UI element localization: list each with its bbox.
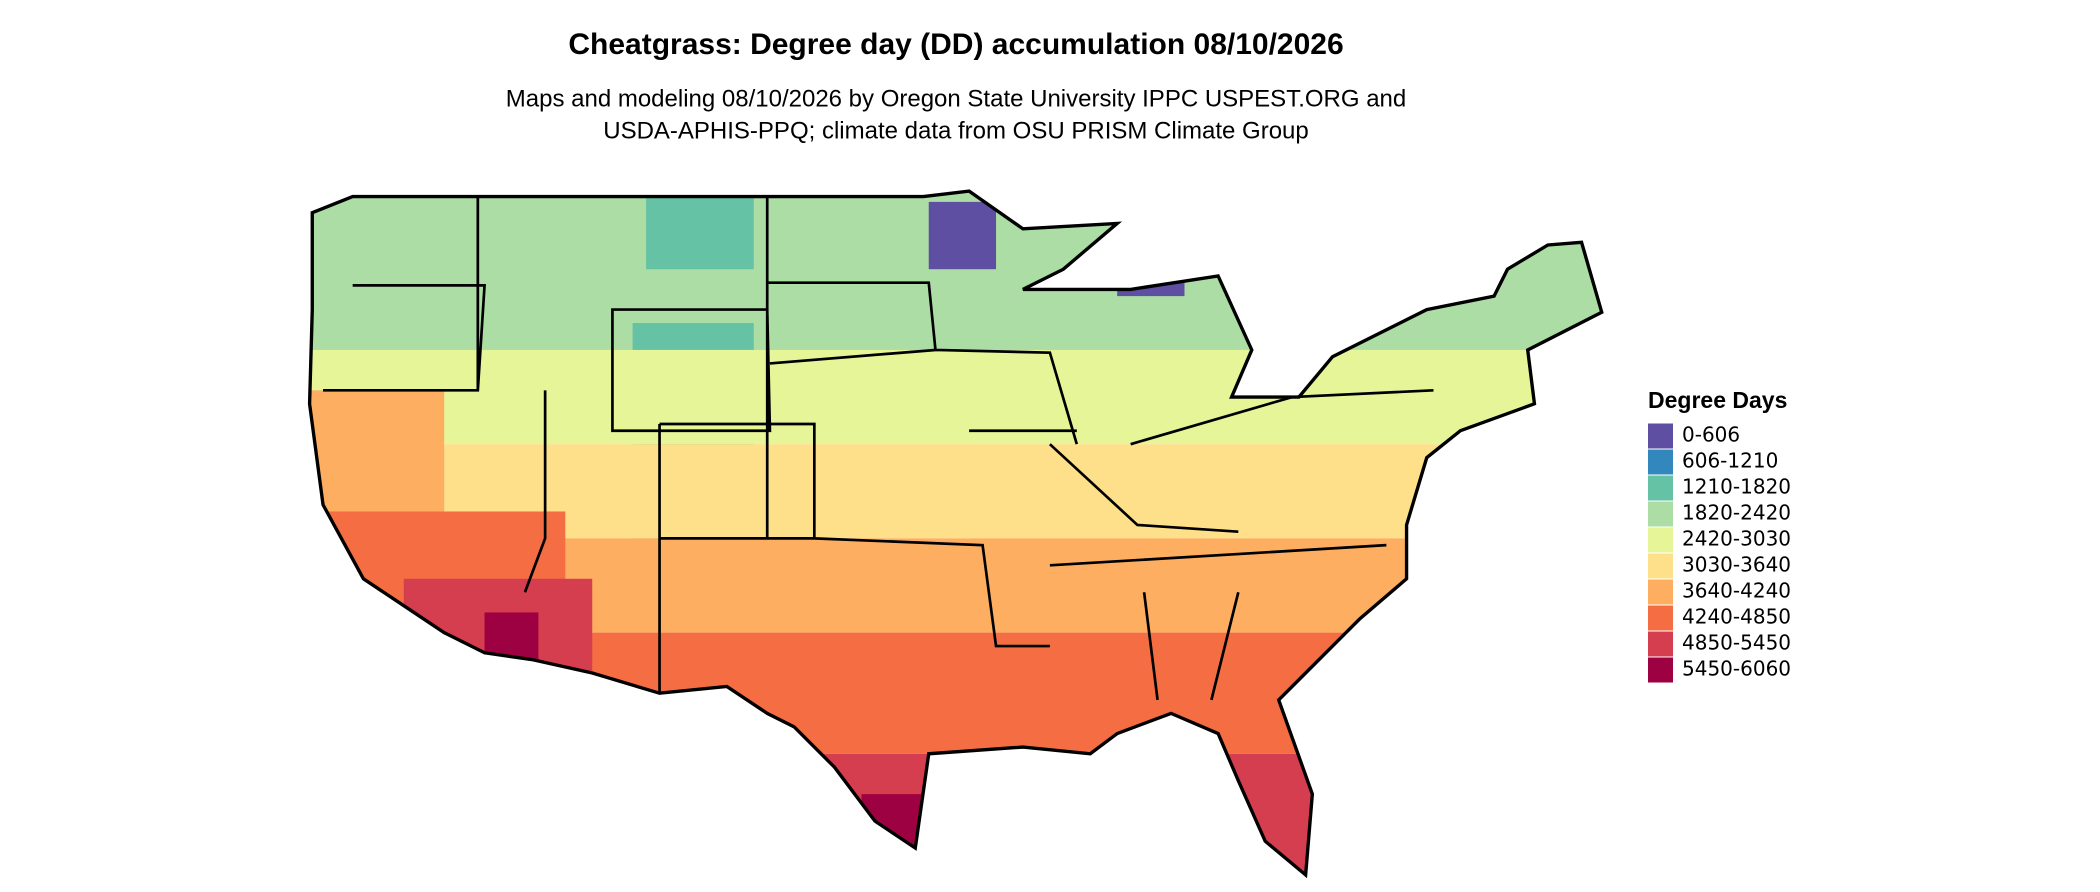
legend-swatch: [1648, 449, 1673, 475]
legend-label: 606-1210: [1682, 449, 1778, 473]
climate-zone: [928, 201, 997, 270]
legend-label: 4850-5450: [1682, 631, 1791, 655]
subtitle: USDA-APHIS-PPQ; climate data from OSU PR…: [603, 117, 1309, 144]
legend-label: 3640-4240: [1682, 579, 1791, 603]
legend-label: 2420-3030: [1682, 527, 1791, 551]
legend-title: Degree Days: [1648, 387, 1787, 413]
temperature-fill: [309, 191, 1602, 875]
legend-swatch: [1648, 475, 1673, 501]
legend-label: 4240-4850: [1682, 605, 1791, 629]
legend-label: 1210-1820: [1682, 475, 1791, 499]
legend-label: 5450-6060: [1682, 657, 1791, 681]
legend-swatch: [1648, 527, 1673, 553]
legend-swatch: [1648, 501, 1673, 527]
state-borders: [307, 189, 1604, 877]
legend-swatch: [1648, 579, 1673, 605]
legend-swatch: [1648, 631, 1673, 657]
legend-label: 1820-2420: [1682, 501, 1791, 525]
legend-swatch: [1648, 657, 1673, 683]
climate-zone: [484, 612, 539, 660]
subtitle: Maps and modeling 08/10/2026 by Oregon S…: [506, 85, 1406, 112]
climate-zone: [309, 349, 1602, 445]
climate-zone: [646, 191, 754, 270]
climate-zone: [309, 632, 1602, 754]
legend: 0-606606-12101210-18201820-24202420-3030…: [1648, 423, 1791, 683]
legend-label: 0-606: [1682, 423, 1740, 447]
legend-swatch: [1648, 605, 1673, 631]
climate-zone: [309, 753, 1602, 875]
map-title: Cheatgrass: Degree day (DD) accumulation…: [568, 28, 1343, 61]
legend-label: 3030-3640: [1682, 553, 1791, 577]
legend-swatch: [1648, 423, 1673, 449]
us-map: [307, 189, 1604, 877]
legend-swatch: [1648, 553, 1673, 579]
